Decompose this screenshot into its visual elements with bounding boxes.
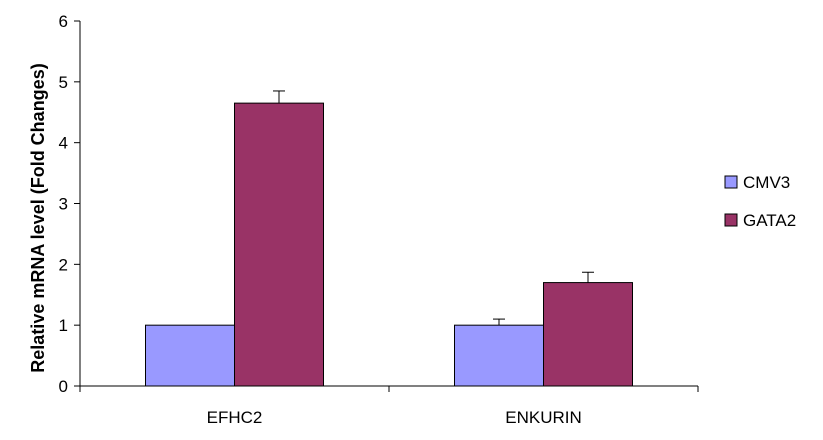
error-bars <box>273 90 594 326</box>
y-tick-label: 2 <box>59 255 68 274</box>
legend-swatch-cmv3 <box>724 175 738 189</box>
x-category-labels: EFHC2 ENKURIN <box>207 408 582 427</box>
bar-cmv3-enkurin <box>454 324 544 387</box>
x-category-label: ENKURIN <box>505 408 582 427</box>
y-tick-label: 5 <box>59 73 68 92</box>
bars <box>145 102 633 387</box>
y-tick-label: 4 <box>59 134 68 153</box>
legend-swatch-gata2 <box>724 213 738 227</box>
bar-gata2-efhc2 <box>234 102 324 387</box>
legend-label-gata2: GATA2 <box>743 211 796 230</box>
y-tick-label: 3 <box>59 195 68 214</box>
bar-gata2-enkurin <box>543 282 633 387</box>
y-tick-label: 0 <box>59 377 68 396</box>
legend-label-cmv3: CMV3 <box>743 173 790 192</box>
y-tick-label: 6 <box>59 12 68 31</box>
y-tick-label: 1 <box>59 316 68 335</box>
bar-cmv3-efhc2 <box>145 324 235 387</box>
y-tick-labels: 0 1 2 3 4 5 6 <box>59 12 68 396</box>
x-category-label: EFHC2 <box>207 408 263 427</box>
y-axis-label: Relative mRNA level (Fold Changes) <box>28 63 48 372</box>
legend: CMV3 GATA2 <box>724 173 796 230</box>
